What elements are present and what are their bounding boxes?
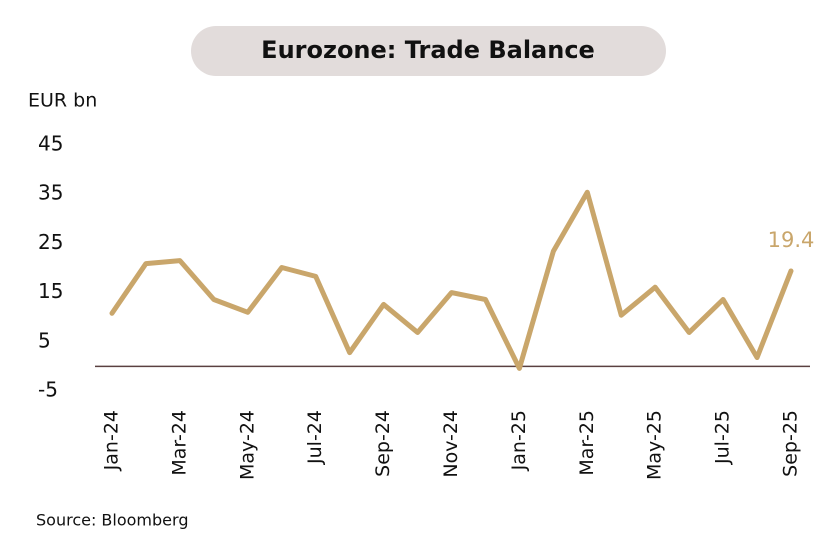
y-tick-label: -5	[38, 378, 58, 402]
x-tick-label: Nov-24	[440, 410, 462, 478]
x-tick-label: Sep-25	[780, 410, 802, 477]
chart-title: Eurozone: Trade Balance	[261, 36, 595, 64]
x-tick-label: Jan-25	[508, 410, 530, 471]
y-tick-label: 35	[38, 181, 63, 205]
series-line	[109, 189, 794, 371]
x-tick-label: Sep-24	[372, 410, 394, 477]
y-tick-label: 25	[38, 230, 63, 254]
y-tick-label: 45	[38, 132, 63, 156]
source: Source: Bloomberg	[36, 511, 188, 530]
y-axis-label: EUR bn	[28, 90, 97, 112]
x-tick-label: Jul-25	[712, 410, 734, 465]
x-tick-label: Jul-24	[304, 410, 326, 465]
y-tick-label: 15	[38, 279, 63, 303]
x-tick-label: May-25	[644, 410, 666, 480]
x-tick-label: Mar-25	[576, 410, 598, 476]
x-tick-label: Mar-24	[168, 410, 190, 476]
x-tick-label: Jan-24	[101, 410, 123, 471]
data-label: 19.4	[768, 228, 815, 252]
x-tick-label: May-24	[236, 410, 258, 480]
title-pill	[191, 26, 666, 76]
y-tick-label: 5	[38, 328, 51, 352]
